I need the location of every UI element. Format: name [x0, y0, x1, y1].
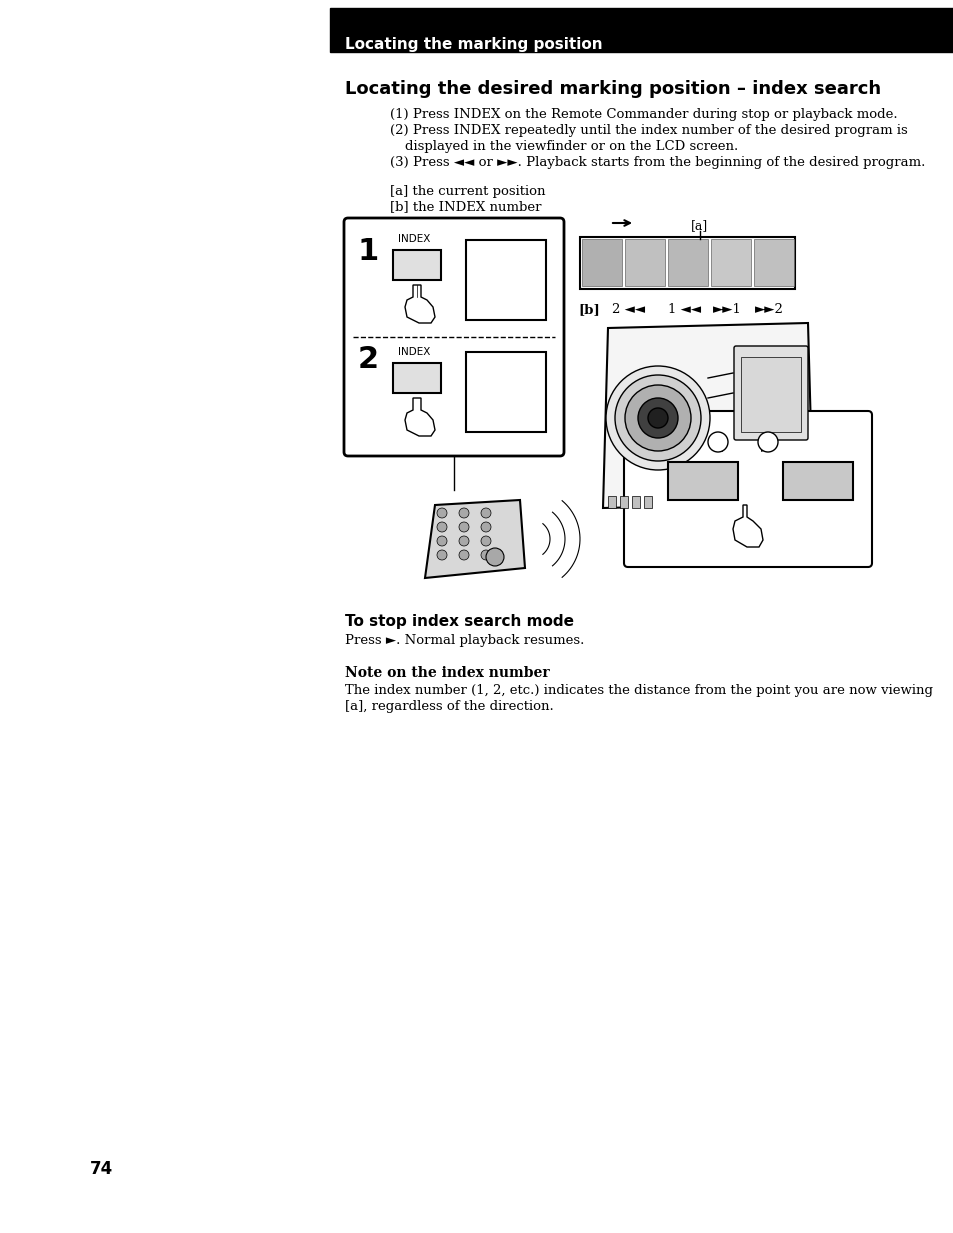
Bar [619, 496, 627, 508]
Bar [667, 462, 738, 501]
Text: Note on the index number: Note on the index number [345, 666, 549, 681]
Circle shape [458, 508, 469, 518]
Bar [740, 358, 801, 432]
Bar [607, 496, 616, 508]
Bar [393, 250, 440, 280]
Text: ◄◄: ◄◄ [710, 444, 723, 453]
Polygon shape [602, 323, 812, 508]
Text: Press ►. Normal playback resumes.: Press ►. Normal playback resumes. [345, 634, 584, 647]
Circle shape [436, 550, 447, 560]
Bar [631, 496, 639, 508]
Bar [465, 240, 545, 321]
Circle shape [458, 536, 469, 546]
Circle shape [480, 536, 491, 546]
Bar [667, 239, 707, 286]
Circle shape [624, 385, 690, 451]
Circle shape [605, 366, 709, 470]
FancyBboxPatch shape [623, 411, 871, 567]
Text: 1 ◄◄: 1 ◄◄ [667, 303, 700, 316]
Circle shape [485, 547, 503, 566]
Text: 2 ◄◄: 2 ◄◄ [612, 303, 644, 316]
Circle shape [480, 522, 491, 531]
Text: (1) Press INDEX on the Remote Commander during stop or playback mode.: (1) Press INDEX on the Remote Commander … [390, 109, 897, 121]
Circle shape [436, 508, 447, 518]
Bar [579, 237, 794, 289]
Text: INDEX 00: INDEX 00 [478, 270, 533, 284]
Text: Locating the marking position: Locating the marking position [345, 37, 602, 52]
Circle shape [615, 375, 700, 461]
Text: SEARCH: SEARCH [482, 397, 529, 411]
Text: [b] the INDEX number: [b] the INDEX number [390, 200, 541, 213]
Circle shape [480, 508, 491, 518]
Bar [643, 496, 651, 508]
Text: (2) Press INDEX repeatedly until the index number of the desired program is: (2) Press INDEX repeatedly until the ind… [390, 125, 907, 137]
Text: 3: 3 [638, 427, 659, 456]
Text: ►►: ►► [761, 436, 774, 445]
Bar [782, 462, 852, 501]
FancyBboxPatch shape [733, 346, 807, 440]
Circle shape [480, 550, 491, 560]
Bar [393, 363, 440, 393]
Text: The index number (1, 2, etc.) indicates the distance from the point you are now : The index number (1, 2, etc.) indicates … [345, 684, 932, 697]
Circle shape [458, 550, 469, 560]
Circle shape [647, 408, 667, 428]
Text: SCAN: SCAN [489, 285, 521, 298]
Text: FF: FF [782, 429, 795, 439]
FancyBboxPatch shape [344, 218, 563, 456]
Text: INDEX: INDEX [397, 234, 430, 244]
Circle shape [436, 522, 447, 531]
Polygon shape [424, 501, 524, 578]
Bar [753, 239, 793, 286]
Text: (3) Press ◄◄ or ►►. Playback starts from the beginning of the desired program.: (3) Press ◄◄ or ►►. Playback starts from… [390, 157, 924, 169]
Bar [581, 239, 621, 286]
Text: 74: 74 [90, 1160, 113, 1178]
Circle shape [758, 432, 778, 453]
Bar [330, 7, 953, 52]
Text: ►►: ►► [760, 444, 773, 453]
Text: To stop index search mode: To stop index search mode [345, 614, 574, 629]
Bar [465, 351, 545, 432]
Text: [a]: [a] [691, 219, 708, 232]
Text: ◄◄: ◄◄ [711, 436, 724, 445]
Circle shape [458, 522, 469, 531]
Text: INDEX 02: INDEX 02 [477, 382, 533, 395]
Text: [a] the current position: [a] the current position [390, 185, 545, 199]
Text: ►►1: ►►1 [712, 303, 741, 316]
Circle shape [638, 398, 678, 438]
Text: 1: 1 [357, 237, 379, 266]
Text: REW: REW [678, 429, 703, 439]
Circle shape [707, 432, 727, 453]
Text: 2: 2 [357, 345, 378, 374]
Circle shape [436, 536, 447, 546]
Text: Locating the desired marking position – index search: Locating the desired marking position – … [345, 80, 881, 97]
Text: [b]: [b] [578, 303, 599, 316]
Text: ►►2: ►►2 [754, 303, 783, 316]
Bar [624, 239, 664, 286]
Bar [710, 239, 750, 286]
Text: INDEX: INDEX [397, 346, 430, 358]
Text: [a], regardless of the direction.: [a], regardless of the direction. [345, 700, 553, 713]
Text: displayed in the viewfinder or on the LCD screen.: displayed in the viewfinder or on the LC… [405, 141, 738, 153]
